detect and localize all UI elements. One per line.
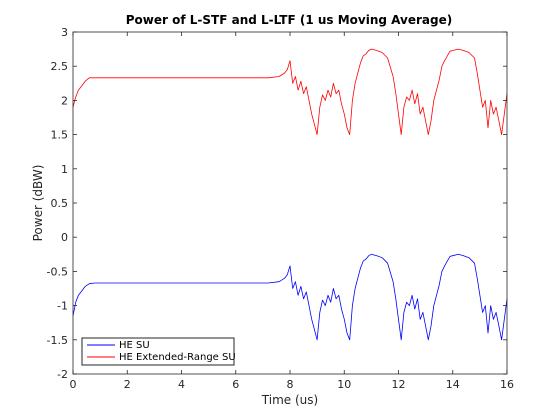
y-tick-label: 3 [61,26,68,39]
legend: HE SU HE Extended-Range SU [81,337,236,366]
y-tick-label: 1.5 [51,129,69,142]
y-tick-label: -0.5 [47,265,68,278]
chart-title: Power of L-STF and L-LTF (1 us Moving Av… [126,13,452,27]
x-tick-label: 6 [232,378,239,391]
series-group [72,48,508,341]
plot-area [73,32,507,374]
x-tick-label: 12 [392,378,406,391]
x-tick-label: 0 [70,378,77,391]
y-tick-label: -1.5 [47,334,68,347]
y-tick-label: 0.5 [51,197,69,210]
y-axis-title: Power (dBW) [31,165,45,242]
y-tick-label: 2 [61,94,68,107]
x-axis-title: Time (us) [261,393,318,407]
y-tick-label: -1 [57,300,68,313]
x-tick-label: 8 [287,378,294,391]
legend-label-he-extended-range-su: HE Extended-Range SU [119,352,236,363]
series-line-he-extended-range-su [72,48,508,136]
y-tick-label: 1 [61,163,68,176]
x-tick-label: 4 [178,378,185,391]
y-tick-label: 0 [61,231,68,244]
legend-label-he-su: HE SU [119,340,150,351]
x-tick-label: 14 [446,378,460,391]
legend-box [81,337,235,366]
x-tick-label: 16 [500,378,514,391]
x-tick-label: 2 [124,378,131,391]
y-tick-label: 2.5 [51,60,69,73]
x-tick-label: 10 [337,378,351,391]
series-line-he-su [72,253,508,341]
y-tick-label: -2 [57,368,68,381]
ticks-group: 0 2 4 6 8 10 12 14 16 -2 -1.5 -1 -0.5 0 0.5 1 1.5 2 2.5 3 [47,26,514,391]
